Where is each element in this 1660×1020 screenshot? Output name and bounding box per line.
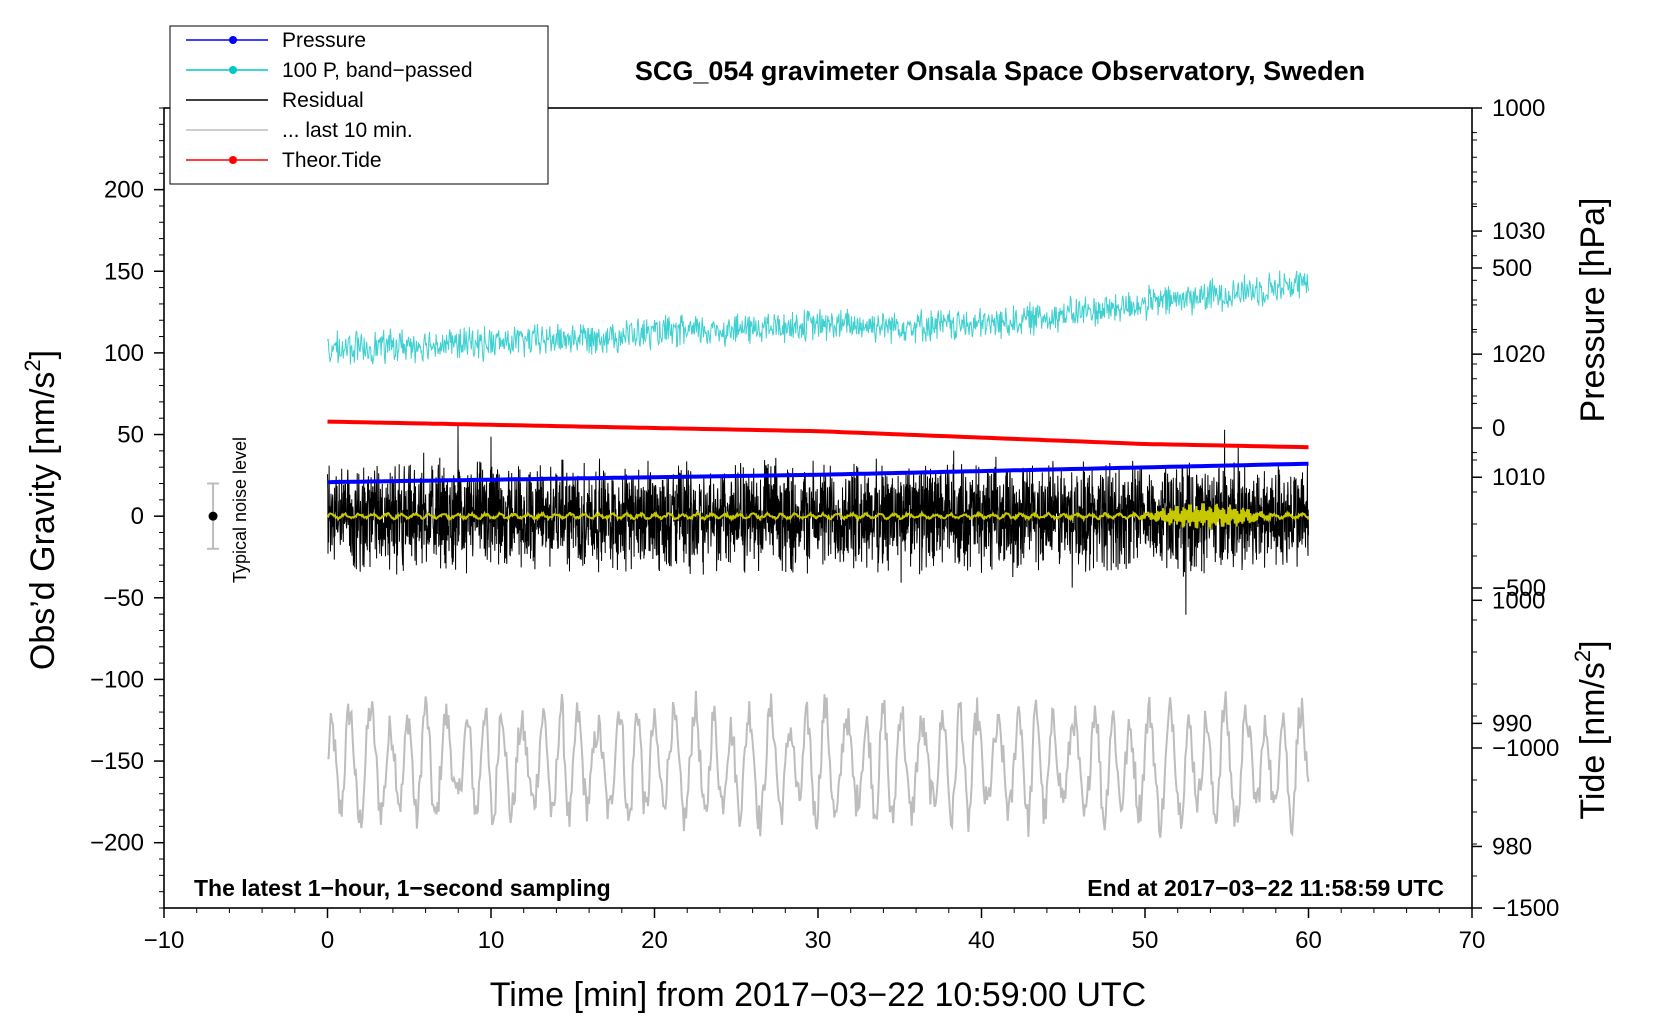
y-axis-title-tide: Tide [nm/s2] [1570, 640, 1612, 819]
pressure-tick-label: 980 [1492, 833, 1532, 860]
series-pressure [327, 461, 1309, 485]
tide-tick-label: 1000 [1492, 95, 1545, 122]
pressure-tick-label: 1030 [1492, 218, 1545, 245]
legend-label: Residual [282, 89, 364, 112]
y-tick-label: 200 [104, 177, 144, 204]
y-axis-title-gravity-sup: 2 [20, 359, 45, 371]
x-tick-label: 40 [968, 927, 995, 954]
x-tick-label: 0 [321, 927, 334, 954]
noise-level-label: Typical noise level [230, 437, 250, 583]
pressure-tick-label: 1010 [1492, 464, 1545, 491]
x-tick-label: 10 [478, 927, 505, 954]
series-long-period [326, 503, 1310, 530]
y-axis-title-gravity-main: Obs’d Gravity [nm/s [24, 372, 62, 671]
x-axis-title: Time [min] from 2017−03−22 10:59:00 UTC [490, 976, 1146, 1014]
legend-label: Pressure [282, 29, 366, 52]
axes-layer: −10 0 10 20 30 40 50 60 70200150100500−50−100−15… [90, 95, 1559, 954]
y-tick-label: 150 [104, 258, 144, 285]
legend-marker [229, 36, 237, 44]
legend: Pressure 100 P, band−passed Residual ... la… [169, 25, 549, 185]
y-tick-label: −100 [90, 666, 144, 693]
noise-point [208, 511, 218, 521]
y-axis-title-tide-sup: 2 [1570, 650, 1595, 662]
y-axis-title-tide-main: Tide [nm/s [1574, 662, 1612, 819]
y-tick-label: −150 [90, 748, 144, 775]
series-last-10-min [327, 690, 1310, 838]
annotation-left: The latest 1−hour, 1−second sampling [194, 875, 611, 901]
legend-label: 100 P, band−passed [282, 59, 473, 82]
tide-tick-label: 0 [1492, 415, 1505, 442]
y-tick-label: −200 [90, 830, 144, 857]
x-tick-label: 30 [805, 927, 832, 954]
x-tick-label: 20 [641, 927, 668, 954]
series-band-passed-pressure [327, 270, 1309, 365]
pressure-tick-label: 1000 [1492, 587, 1545, 614]
legend-marker [229, 66, 237, 74]
noise-level-indicator [207, 482, 220, 550]
series-layer [326, 270, 1310, 838]
legend-label: ... last 10 min. [282, 119, 413, 142]
tide-tick-label: −500 [1492, 575, 1546, 602]
tide-tick-label: 500 [1492, 255, 1532, 282]
pressure-tick-label: 1020 [1492, 341, 1545, 368]
x-tick-label: 50 [1132, 927, 1159, 954]
y-tick-label: 50 [117, 422, 144, 449]
y-tick-label: 100 [104, 340, 144, 367]
x-tick-label: 60 [1295, 927, 1322, 954]
chart-title: SCG_054 gravimeter Onsala Space Observat… [635, 56, 1365, 86]
annotation-right: End at 2017−03−22 11:58:59 UTC [1087, 875, 1444, 901]
x-tick-label: −10 [144, 927, 185, 954]
y-axis-title-pressure: Pressure [hPa] [1574, 198, 1612, 423]
series-theor-tide [327, 419, 1309, 450]
pressure-tick-label: 990 [1492, 710, 1532, 737]
y-tick-label: 0 [131, 503, 144, 530]
tide-tick-label: −1000 [1492, 735, 1559, 762]
y-axis-title-gravity-end: ] [24, 350, 62, 359]
x-tick-label: 70 [1459, 927, 1486, 954]
legend-label: Theor.Tide [282, 149, 382, 172]
tide-tick-label: −1500 [1492, 895, 1559, 922]
y-axis-title-gravity: Obs’d Gravity [nm/s2] [20, 350, 62, 670]
y-tick-label: −50 [103, 585, 144, 612]
y-axis-title-tide-end: ] [1574, 640, 1612, 649]
legend-marker [229, 156, 237, 164]
